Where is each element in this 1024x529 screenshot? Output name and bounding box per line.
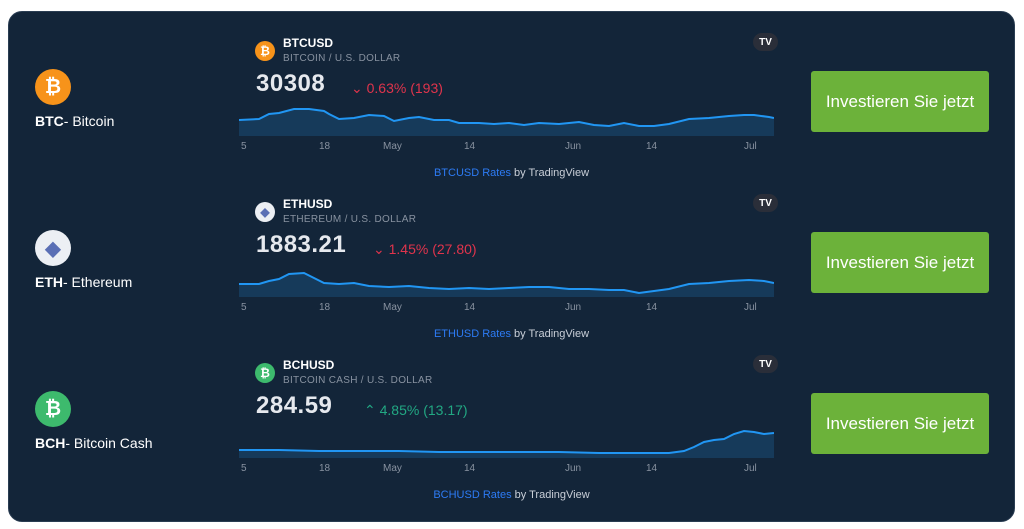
axis-label: 5: [241, 141, 247, 152]
bitcoin-icon: ₿: [35, 69, 71, 105]
last-price: 1883.21: [256, 231, 347, 258]
change-value: 0.63% (193): [366, 80, 443, 96]
axis-label: Jun: [565, 463, 582, 474]
axis-label: 18: [319, 463, 331, 474]
price-chart: [239, 429, 774, 458]
change-value: 1.45% (27.80): [388, 241, 477, 257]
coin-label: ETH- Ethereum: [35, 274, 132, 290]
invest-now-button[interactable]: Investieren Sie jetzt: [811, 232, 989, 293]
last-price: 30308: [256, 70, 326, 97]
axis-label: 14: [464, 463, 476, 474]
attribution-suffix: by TradingView: [510, 167, 590, 179]
axis-label: 14: [464, 141, 476, 152]
attribution: BTCUSD Rates by TradingView: [239, 167, 784, 179]
symbol-name: ETHUSD: [283, 197, 333, 211]
chevron-down-icon: ⌄: [351, 80, 363, 96]
axis-label: May: [383, 302, 402, 313]
symbol-name: BCHUSD: [283, 358, 335, 372]
tradingview-mini-chart[interactable]: ₿ BTCUSD BITCOIN / U.S. DOLLAR 30308 ⌄ 0…: [239, 12, 778, 179]
price-chart: [239, 108, 774, 136]
tradingview-mini-chart[interactable]: ₿ BCHUSD BITCOIN CASH / U.S. DOLLAR 284.…: [239, 334, 778, 501]
axis-label: Jun: [565, 141, 582, 152]
axis-label: Jul: [744, 463, 757, 474]
tradingview-logo-icon[interactable]: TV: [753, 194, 778, 212]
axis-label: May: [383, 463, 402, 474]
invest-now-button[interactable]: Investieren Sie jetzt: [811, 71, 989, 132]
axis-label: Jul: [744, 141, 757, 152]
bitcoin-cash-icon: ₿: [35, 391, 71, 427]
symbol-description: BITCOIN CASH / U.S. DOLLAR: [283, 375, 433, 386]
crypto-row-eth: ◆ ETH- Ethereum ◆ ETHUSD ETHEREUM / U.S.…: [9, 173, 1014, 340]
crypto-row-bch: ₿ BCH- Bitcoin Cash ₿ BCHUSD BITCOIN CAS…: [9, 334, 1014, 501]
ethereum-icon: ◆: [35, 230, 71, 266]
chevron-down-icon: ⌄: [373, 241, 385, 257]
crypto-row-btc: ₿ BTC- Bitcoin ₿ BTCUSD BITCOIN / U.S. D…: [9, 12, 1014, 179]
price-chart: [239, 271, 774, 297]
chart-area: [239, 431, 774, 458]
attribution-suffix: by TradingView: [510, 328, 590, 340]
coin-label: BCH- Bitcoin Cash: [35, 435, 153, 451]
coin-ticker: BCH: [35, 435, 66, 451]
chart-line: [239, 271, 774, 295]
axis-label: May: [383, 141, 402, 152]
price-change: ⌄ 1.45% (27.80): [373, 241, 477, 258]
attribution: ETHUSD Rates by TradingView: [239, 328, 784, 340]
change-value: 4.85% (13.17): [379, 402, 468, 418]
axis-label: Jun: [565, 302, 582, 313]
bitcoin-cash-icon: ₿: [255, 363, 275, 383]
coin-ticker: ETH: [35, 274, 63, 290]
rates-link[interactable]: BTCUSD Rates: [433, 167, 511, 179]
axis-label: 18: [319, 141, 331, 152]
price-change: ⌃ 4.85% (13.17): [364, 402, 468, 419]
bitcoin-icon: ₿: [255, 41, 275, 61]
ethereum-icon: ◆: [255, 202, 275, 222]
axis-label: 18: [319, 302, 331, 313]
coin-label: BTC- Bitcoin: [35, 113, 114, 129]
coin-name: - Bitcoin: [63, 113, 115, 129]
axis-label: 14: [646, 302, 658, 313]
coin-name: - Bitcoin Cash: [65, 435, 153, 451]
symbol-name: BTCUSD: [283, 36, 333, 50]
chevron-up-icon: ⌃: [364, 402, 376, 418]
axis-label: 5: [241, 463, 247, 474]
axis-label: 14: [646, 463, 658, 474]
axis-label: 14: [646, 141, 658, 152]
chart-area: [239, 273, 774, 297]
attribution: BCHUSD Rates by TradingView: [239, 489, 784, 501]
coin-ticker: BTC: [35, 113, 64, 129]
symbol-description: BITCOIN / U.S. DOLLAR: [283, 53, 401, 64]
chart-line: [239, 108, 774, 128]
coin-name: - Ethereum: [63, 274, 133, 290]
invest-now-button[interactable]: Investieren Sie jetzt: [811, 393, 989, 454]
rates-link[interactable]: ETHUSD Rates: [433, 328, 511, 340]
symbol-description: ETHEREUM / U.S. DOLLAR: [283, 214, 417, 225]
chart-line: [239, 429, 774, 454]
crypto-widget-panel: ₿ BTC- Bitcoin ₿ BTCUSD BITCOIN / U.S. D…: [8, 11, 1015, 522]
axis-label: 14: [464, 302, 476, 313]
price-change: ⌄ 0.63% (193): [351, 80, 443, 97]
attribution-suffix: by TradingView: [511, 489, 590, 501]
tradingview-mini-chart[interactable]: ◆ ETHUSD ETHEREUM / U.S. DOLLAR 1883.21 …: [239, 173, 778, 340]
last-price: 284.59: [256, 392, 333, 419]
axis-label: 5: [241, 302, 247, 313]
tradingview-logo-icon[interactable]: TV: [753, 33, 778, 51]
rates-link[interactable]: BCHUSD Rates: [433, 489, 512, 501]
tradingview-logo-icon[interactable]: TV: [753, 355, 778, 373]
axis-label: Jul: [744, 302, 757, 313]
